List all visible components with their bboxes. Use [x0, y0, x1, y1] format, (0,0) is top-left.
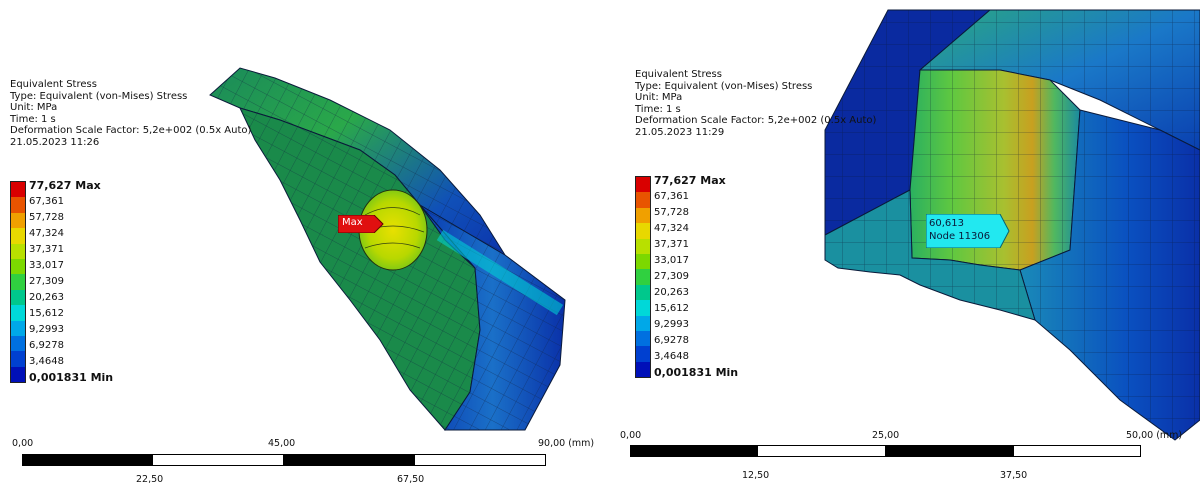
legend-value: 6,9278 [654, 335, 689, 346]
scale-tick-label: 67,50 [397, 474, 425, 485]
legend-value: 27,309 [29, 276, 64, 287]
legend-value: 3,4648 [29, 356, 64, 367]
legend-value: 3,4648 [654, 351, 689, 362]
legend-color-swatch [11, 274, 25, 290]
legend-value: 57,728 [29, 212, 64, 223]
legend-value: 37,371 [29, 244, 64, 255]
legend-value: 67,361 [29, 196, 64, 207]
legend-value: 20,263 [654, 287, 689, 298]
legend-color-swatch [11, 197, 25, 213]
legend-color-swatch [636, 346, 650, 362]
result-info-block: Equivalent Stress Type: Equivalent (von-… [10, 79, 251, 149]
left-result-view[interactable]: Equivalent Stress Type: Equivalent (von-… [0, 0, 600, 489]
legend-value: 15,612 [654, 303, 689, 314]
legend-value: 6,9278 [29, 340, 64, 351]
result-title: Equivalent Stress [635, 69, 722, 80]
deformation-scale: Deformation Scale Factor: 5,2e+002 (0.5x… [10, 125, 252, 137]
result-title: Equivalent Stress [10, 79, 97, 90]
result-time: Time: 1 s [10, 113, 56, 125]
probe-tag[interactable]: 60,613 Node 11306 [926, 214, 1010, 248]
scale-tick-label: 22,50 [136, 474, 164, 485]
scale-tick-label: 90,00 (mm) [538, 438, 595, 449]
legend-color-swatch [11, 305, 25, 321]
legend-min-label: 0,001831 Min [29, 371, 114, 384]
legend-color-swatch [11, 289, 25, 306]
legend-color-swatch [636, 361, 650, 378]
legend-value: 15,612 [29, 308, 64, 319]
scale-tick-label: 50,00 (mm) [1126, 430, 1183, 441]
right-result-view[interactable]: Equivalent Stress Type: Equivalent (von-… [600, 0, 1200, 489]
legend-color-swatch [636, 269, 650, 285]
scale-bar: 0,00 25,00 50,00 (mm) 12,50 37,50 [620, 428, 1194, 486]
legend-value: 9,2993 [654, 319, 689, 330]
legend-color-swatch [636, 284, 650, 301]
legend-color-swatch [11, 182, 25, 198]
legend-color-swatch [11, 320, 25, 336]
max-probe-label: Max [342, 217, 363, 228]
legend-color-swatch [636, 223, 650, 239]
legend-max-label: 77,627 Max [29, 179, 101, 192]
result-unit: Unit: MPa [10, 102, 58, 114]
result-timestamp: 21.05.2023 11:29 [635, 126, 725, 138]
legend-value: 47,324 [29, 228, 64, 239]
legend-color-bar [635, 176, 651, 379]
legend-color-swatch [636, 177, 650, 193]
scale-tick-label: 0,00 [620, 430, 642, 441]
legend-color-bar [10, 181, 26, 384]
legend-value: 57,728 [654, 207, 689, 218]
legend-value: 20,263 [29, 292, 64, 303]
probe-value: 60,613 [929, 218, 964, 229]
legend-value: 27,309 [654, 271, 689, 282]
legend-color-swatch [11, 366, 25, 383]
legend-color-swatch [636, 207, 650, 224]
legend-color-swatch [636, 238, 650, 254]
legend-color-swatch [11, 212, 25, 229]
result-timestamp: 21.05.2023 11:26 [10, 136, 100, 148]
legend-value: 33,017 [654, 255, 689, 266]
result-info-block: Equivalent Stress Type: Equivalent (von-… [635, 69, 876, 139]
scale-tick-label: 37,50 [1000, 470, 1028, 481]
legend-value: 33,017 [29, 260, 64, 271]
max-probe-tag[interactable]: Max [338, 215, 384, 233]
legend-value: 67,361 [654, 191, 689, 202]
scale-tick-label: 45,00 [268, 438, 296, 449]
result-type: Type: Equivalent (von-Mises) Stress [635, 80, 813, 92]
scale-tick-label: 0,00 [12, 438, 34, 449]
probe-node: Node 11306 [929, 231, 991, 242]
legend-min-label: 0,001831 Min [654, 366, 739, 379]
scale-bar: 0,00 45,00 90,00 (mm) 22,50 67,50 [12, 438, 594, 488]
legend-color-swatch [11, 228, 25, 244]
legend-color-swatch [636, 330, 650, 347]
result-time: Time: 1 s [635, 103, 681, 115]
legend-color-swatch [11, 258, 25, 275]
legend-value: 37,371 [654, 239, 689, 250]
legend-value: 47,324 [654, 223, 689, 234]
legend-color-swatch [636, 300, 650, 316]
result-unit: Unit: MPa [635, 92, 683, 104]
legend-value: 9,2993 [29, 324, 64, 335]
legend-max-label: 77,627 Max [654, 174, 726, 187]
legend-color-swatch [11, 243, 25, 259]
legend-color-swatch [636, 192, 650, 208]
scale-tick-label: 25,00 [872, 430, 900, 441]
legend-color-swatch [11, 335, 25, 352]
bracket-model-left[interactable] [0, 0, 600, 489]
scale-tick-label: 12,50 [742, 470, 770, 481]
deformation-scale: Deformation Scale Factor: 5,2e+002 (0.5x… [635, 115, 877, 127]
legend-color-swatch [11, 351, 25, 367]
legend-color-swatch [636, 315, 650, 331]
result-type: Type: Equivalent (von-Mises) Stress [10, 90, 188, 102]
legend-color-swatch [636, 253, 650, 270]
